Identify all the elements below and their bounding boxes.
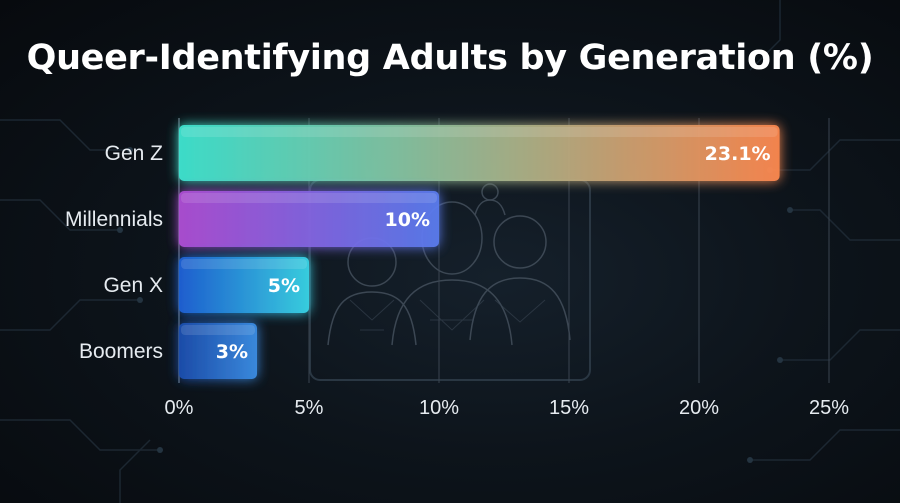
bar-gen-z bbox=[179, 125, 780, 181]
x-tick-label: 15% bbox=[549, 397, 589, 419]
category-label: Millennials bbox=[65, 208, 163, 231]
x-tick-label: 25% bbox=[809, 397, 849, 419]
bar-highlight bbox=[181, 193, 437, 203]
x-tick-label: 10% bbox=[419, 397, 459, 419]
bar-boomers bbox=[179, 323, 257, 379]
category-label: Boomers bbox=[79, 340, 163, 363]
labels: 0% 5% 10% 15% 20% 25% Gen Z 23.1% Millennials 10%… bbox=[65, 142, 849, 419]
bars bbox=[179, 125, 780, 379]
x-tick-label: 0% bbox=[165, 397, 194, 419]
chart-title: Queer-Identifying Adults by Generation (… bbox=[26, 38, 874, 78]
data-label: 23.1% bbox=[705, 143, 771, 165]
bar-highlight bbox=[181, 259, 307, 269]
x-tick-label: 20% bbox=[679, 397, 719, 419]
bar-highlight bbox=[181, 325, 255, 335]
data-label: 5% bbox=[268, 275, 300, 297]
bar-gen-x bbox=[179, 257, 309, 313]
bar-millennials bbox=[179, 191, 439, 247]
category-label: Gen Z bbox=[105, 142, 164, 165]
data-label: 10% bbox=[385, 209, 430, 231]
category-label: Gen X bbox=[103, 274, 163, 297]
data-label: 3% bbox=[216, 341, 248, 363]
bar-highlight bbox=[181, 127, 778, 137]
x-tick-label: 5% bbox=[295, 397, 324, 419]
